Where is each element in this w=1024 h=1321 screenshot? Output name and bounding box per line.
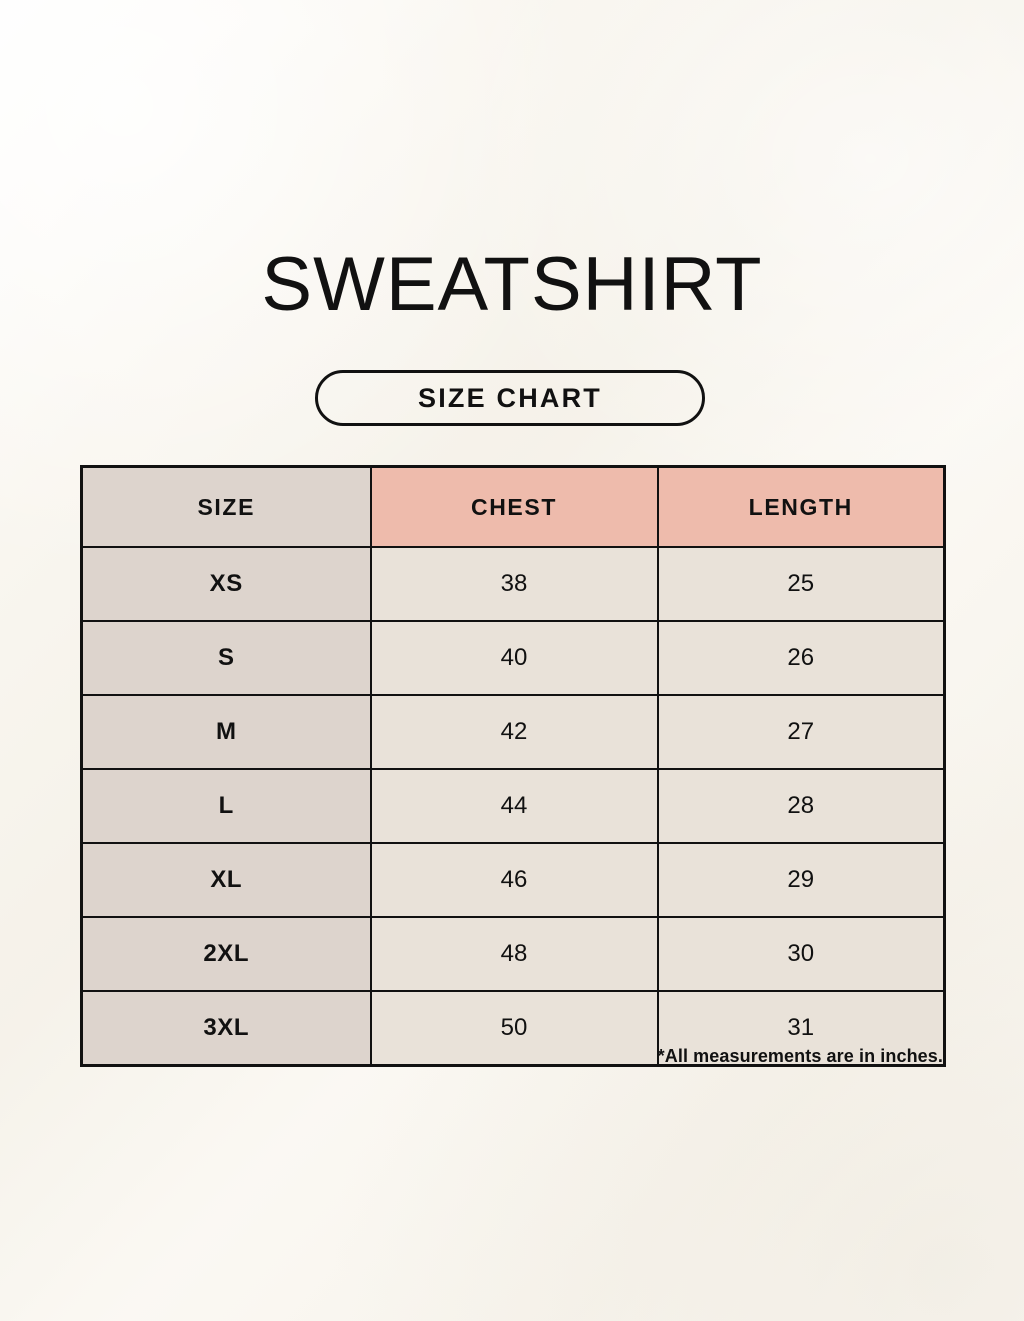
cell-size: 2XL	[80, 916, 372, 992]
cell-chest: 40	[369, 620, 659, 696]
cell-length: 29	[656, 842, 946, 918]
cell-chest: 44	[369, 768, 659, 844]
cell-length: 28	[656, 768, 946, 844]
cell-length: 31	[656, 990, 946, 1067]
cell-length: 25	[656, 546, 946, 622]
table-row: XL 46 29	[80, 842, 946, 918]
page-title: SWEATSHIRT	[261, 242, 763, 327]
cell-size: S	[80, 620, 372, 696]
cell-chest: 50	[369, 990, 659, 1067]
column-header-length: LENGTH	[656, 465, 946, 548]
cell-chest: 42	[369, 694, 659, 770]
table-row: M 42 27	[80, 694, 946, 770]
cell-length: 27	[656, 694, 946, 770]
column-header-chest: CHEST	[369, 465, 659, 548]
cell-chest: 38	[369, 546, 659, 622]
size-table-header: SIZE CHEST LENGTH	[80, 465, 946, 548]
table-row: XS 38 25	[80, 546, 946, 622]
cell-size: 3XL	[80, 990, 372, 1067]
size-table-body: XS 38 25 S 40 26 M 42 27 L 44 28	[80, 546, 946, 1067]
column-header-size: SIZE	[80, 465, 372, 548]
cell-size: XS	[80, 546, 372, 622]
table-row: 3XL 50 31	[80, 990, 946, 1067]
measurements-footnote: *All measurements are in inches.	[657, 1046, 943, 1066]
size-table: SIZE CHEST LENGTH XS 38 25 S 40 26 M	[80, 465, 946, 1067]
cell-size: L	[80, 768, 372, 844]
table-row: 2XL 48 30	[80, 916, 946, 992]
size-chart-badge-label: SIZE CHART	[418, 382, 602, 413]
table-row: S 40 26	[80, 620, 946, 696]
cell-chest: 48	[369, 916, 659, 992]
table-row: L 44 28	[80, 768, 946, 844]
cell-size: M	[80, 694, 372, 770]
cell-length: 26	[656, 620, 946, 696]
table-header-row: SIZE CHEST LENGTH	[80, 465, 946, 548]
cell-chest: 46	[369, 842, 659, 918]
cell-size: XL	[80, 842, 372, 918]
size-table-container: SIZE CHEST LENGTH XS 38 25 S 40 26 M	[80, 465, 946, 1067]
size-chart-badge: SIZE CHART	[315, 370, 705, 426]
cell-length: 30	[656, 916, 946, 992]
